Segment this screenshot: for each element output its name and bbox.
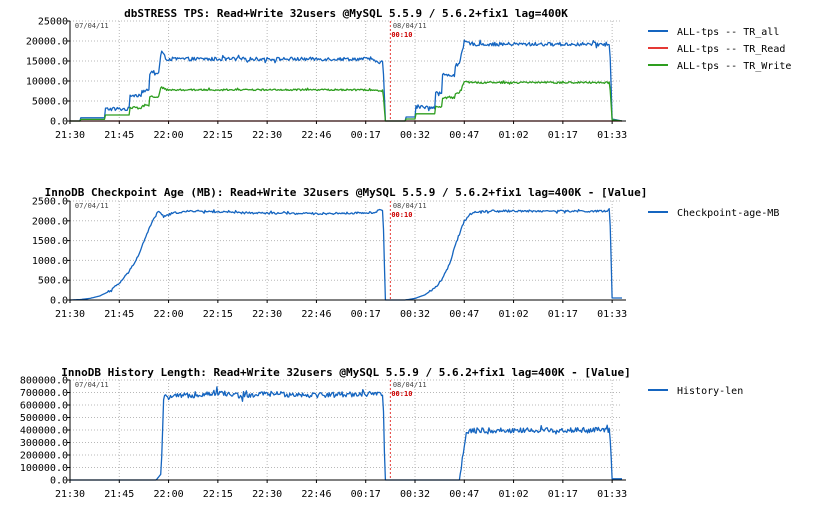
legend-label: ALL-tps -- TR_all: [677, 27, 779, 38]
y-tick-label: 2000.0: [32, 216, 68, 227]
date-label: 08/04/11: [393, 381, 427, 389]
x-tick-label: 01:17: [548, 309, 578, 320]
x-tick-label: 22:15: [203, 309, 233, 320]
y-tick-label: 600000.0: [20, 401, 68, 412]
x-tick-label: 21:45: [104, 130, 134, 141]
chart-title: dbSTRESS TPS: Read+Write 32users @MySQL …: [124, 7, 568, 20]
x-tick-label: 22:30: [252, 489, 282, 500]
legend-label: ALL-tps -- TR_Read: [677, 44, 785, 55]
y-tick-label: 2500.0: [32, 197, 68, 208]
y-tick-label: 0.0: [50, 117, 68, 128]
y-tick-label: 1500.0: [32, 236, 68, 247]
x-tick-label: 00:17: [351, 489, 381, 500]
x-tick-label: 22:46: [301, 489, 331, 500]
x-tick-label: 22:30: [252, 309, 282, 320]
chart-title: InnoDB Checkpoint Age (MB): Read+Write 3…: [45, 186, 648, 199]
x-tick-label: 22:15: [203, 130, 233, 141]
x-tick-label: 00:47: [449, 130, 479, 141]
series-line-3: [70, 80, 623, 122]
x-tick-label: 01:02: [499, 130, 529, 141]
x-tick-label: 00:17: [351, 130, 381, 141]
x-tick-label: 01:33: [597, 309, 627, 320]
date-label: 08/04/11: [393, 22, 427, 30]
x-tick-label: 01:02: [499, 489, 529, 500]
x-tick-label: 01:17: [548, 489, 578, 500]
chart-1: dbSTRESS TPS: Read+Write 32users @MySQL …: [26, 7, 792, 141]
y-tick-label: 20000.0: [26, 37, 68, 48]
y-tick-label: 300000.0: [20, 438, 68, 449]
y-tick-label: 0.0: [50, 476, 68, 487]
session-marker-label: 00:10: [391, 390, 412, 398]
x-tick-label: 00:17: [351, 309, 381, 320]
x-tick-label: 21:30: [55, 489, 85, 500]
y-tick-label: 1000.0: [32, 256, 68, 267]
x-tick-label: 01:17: [548, 130, 578, 141]
x-tick-label: 21:45: [104, 489, 134, 500]
date-label: 07/04/11: [75, 22, 109, 30]
y-tick-label: 500000.0: [20, 413, 68, 424]
x-tick-label: 21:30: [55, 130, 85, 141]
x-tick-label: 00:32: [400, 489, 430, 500]
date-label: 08/04/11: [393, 202, 427, 210]
legend-label: History-len: [677, 386, 743, 397]
x-tick-label: 01:33: [597, 489, 627, 500]
x-tick-label: 22:00: [154, 309, 184, 320]
y-tick-label: 15000.0: [26, 57, 68, 68]
y-tick-label: 500.0: [38, 276, 68, 287]
legend-label: Checkpoint-age-MB: [677, 208, 779, 219]
x-tick-label: 22:30: [252, 130, 282, 141]
y-tick-label: 0.0: [50, 296, 68, 307]
x-tick-label: 22:46: [301, 309, 331, 320]
y-tick-label: 5000.0: [32, 97, 68, 108]
y-tick-label: 800000.0: [20, 376, 68, 387]
chart-3: InnoDB History Length: Read+Write 32user…: [20, 366, 743, 500]
x-tick-label: 22:46: [301, 130, 331, 141]
x-tick-label: 00:47: [449, 489, 479, 500]
legend-label: ALL-tps -- TR_Write: [677, 61, 791, 72]
chart-2: InnoDB Checkpoint Age (MB): Read+Write 3…: [32, 186, 779, 320]
y-tick-label: 700000.0: [20, 388, 68, 399]
x-tick-label: 00:32: [400, 309, 430, 320]
y-tick-label: 100000.0: [20, 463, 68, 474]
y-tick-label: 10000.0: [26, 77, 68, 88]
session-marker-label: 00:10: [391, 31, 412, 39]
y-tick-label: 25000: [38, 17, 68, 28]
x-tick-label: 21:45: [104, 309, 134, 320]
series-line-1: [70, 386, 622, 481]
x-tick-label: 22:15: [203, 489, 233, 500]
y-tick-label: 200000.0: [20, 451, 68, 462]
x-tick-label: 01:02: [499, 309, 529, 320]
x-tick-label: 22:00: [154, 489, 184, 500]
chart-title: InnoDB History Length: Read+Write 32user…: [61, 366, 631, 379]
session-marker-label: 00:10: [391, 211, 412, 219]
date-label: 07/04/11: [75, 202, 109, 210]
x-tick-label: 22:00: [154, 130, 184, 141]
x-tick-label: 00:47: [449, 309, 479, 320]
date-label: 07/04/11: [75, 381, 109, 389]
y-tick-label: 400000.0: [20, 426, 68, 437]
series-line-1: [70, 39, 623, 122]
series-line-1: [70, 208, 622, 301]
x-tick-label: 00:32: [400, 130, 430, 141]
x-tick-label: 01:33: [597, 130, 627, 141]
x-tick-label: 21:30: [55, 309, 85, 320]
